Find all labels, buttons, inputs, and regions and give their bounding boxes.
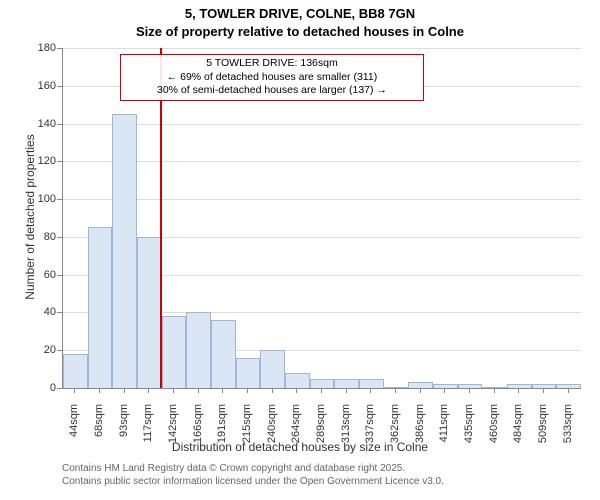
y-tick-mark xyxy=(57,124,62,125)
x-tick-mark xyxy=(173,388,174,393)
x-tick-mark xyxy=(99,388,100,393)
annotation-line: 5 TOWLER DRIVE: 136sqm xyxy=(127,57,417,71)
x-tick-label: 215sqm xyxy=(241,404,253,464)
y-tick-label: 180 xyxy=(0,42,56,54)
chart-title-line1: 5, TOWLER DRIVE, COLNE, BB8 7GN xyxy=(0,6,600,21)
x-tick-label: 117sqm xyxy=(142,404,154,464)
y-tick-mark xyxy=(57,275,62,276)
histogram-bar xyxy=(556,384,581,388)
x-tick-label: 509sqm xyxy=(537,404,549,464)
annotation-line: 30% of semi-detached houses are larger (… xyxy=(127,84,417,98)
histogram-bar xyxy=(482,387,507,388)
x-tick-mark xyxy=(568,388,569,393)
histogram-bar xyxy=(433,384,458,388)
y-tick-mark xyxy=(57,350,62,351)
x-tick-mark xyxy=(543,388,544,393)
histogram-bar xyxy=(88,227,113,388)
x-tick-mark xyxy=(148,388,149,393)
grid-line xyxy=(63,161,581,162)
x-tick-mark xyxy=(222,388,223,393)
x-tick-label: 313sqm xyxy=(340,404,352,464)
y-tick-label: 40 xyxy=(0,306,56,318)
annotation-line: ← 69% of detached houses are smaller (31… xyxy=(127,71,417,85)
footnote: Contains HM Land Registry data © Crown c… xyxy=(62,462,444,488)
histogram-bar xyxy=(112,114,137,388)
x-tick-label: 142sqm xyxy=(167,404,179,464)
histogram-bar xyxy=(162,316,187,388)
histogram-bar xyxy=(260,350,285,388)
x-tick-mark xyxy=(370,388,371,393)
x-tick-label: 533sqm xyxy=(562,404,574,464)
histogram-bar xyxy=(63,354,88,388)
y-tick-mark xyxy=(57,199,62,200)
histogram-bar xyxy=(507,384,532,388)
y-tick-mark xyxy=(57,237,62,238)
grid-line xyxy=(63,124,581,125)
x-tick-label: 337sqm xyxy=(364,404,376,464)
x-tick-mark xyxy=(346,388,347,393)
x-tick-mark xyxy=(395,388,396,393)
x-tick-label: 191sqm xyxy=(216,404,228,464)
y-tick-mark xyxy=(57,48,62,49)
y-tick-label: 60 xyxy=(0,269,56,281)
chart-container: 5, TOWLER DRIVE, COLNE, BB8 7GN Size of … xyxy=(0,0,600,500)
x-tick-mark xyxy=(469,388,470,393)
y-tick-label: 100 xyxy=(0,193,56,205)
histogram-bar xyxy=(137,237,162,388)
plot-area: 5 TOWLER DRIVE: 136sqm← 69% of detached … xyxy=(62,48,581,389)
histogram-bar xyxy=(359,379,384,388)
x-tick-label: 411sqm xyxy=(438,404,450,464)
y-tick-label: 140 xyxy=(0,118,56,130)
y-tick-label: 20 xyxy=(0,344,56,356)
x-tick-mark xyxy=(247,388,248,393)
histogram-bar xyxy=(285,373,310,388)
histogram-bar xyxy=(310,379,335,388)
footnote-line2: Contains public sector information licen… xyxy=(62,475,444,488)
y-tick-mark xyxy=(57,86,62,87)
x-tick-label: 386sqm xyxy=(414,404,426,464)
x-tick-label: 240sqm xyxy=(266,404,278,464)
x-tick-label: 460sqm xyxy=(488,404,500,464)
x-tick-label: 44sqm xyxy=(68,404,80,464)
y-tick-mark xyxy=(57,388,62,389)
x-tick-label: 362sqm xyxy=(389,404,401,464)
histogram-bar xyxy=(186,312,211,388)
histogram-bar xyxy=(236,358,261,388)
x-tick-mark xyxy=(272,388,273,393)
histogram-bar xyxy=(408,382,433,388)
x-tick-mark xyxy=(420,388,421,393)
x-tick-mark xyxy=(444,388,445,393)
x-tick-mark xyxy=(74,388,75,393)
x-tick-label: 435sqm xyxy=(463,404,475,464)
x-tick-mark xyxy=(296,388,297,393)
grid-line xyxy=(63,199,581,200)
x-tick-label: 264sqm xyxy=(290,404,302,464)
chart-title-line2: Size of property relative to detached ho… xyxy=(0,24,600,39)
grid-line xyxy=(63,48,581,49)
y-axis-label: Number of detached properties xyxy=(23,117,37,317)
y-tick-label: 160 xyxy=(0,80,56,92)
x-tick-mark xyxy=(198,388,199,393)
histogram-bar xyxy=(211,320,236,388)
x-tick-label: 166sqm xyxy=(192,404,204,464)
y-tick-mark xyxy=(57,312,62,313)
x-tick-label: 93sqm xyxy=(118,404,130,464)
y-tick-label: 0 xyxy=(0,382,56,394)
x-tick-label: 484sqm xyxy=(512,404,524,464)
x-tick-mark xyxy=(518,388,519,393)
x-tick-label: 68sqm xyxy=(93,404,105,464)
x-tick-mark xyxy=(321,388,322,393)
y-tick-label: 120 xyxy=(0,155,56,167)
y-tick-mark xyxy=(57,161,62,162)
histogram-bar xyxy=(334,379,359,388)
y-tick-label: 80 xyxy=(0,231,56,243)
x-tick-label: 289sqm xyxy=(315,404,327,464)
x-tick-mark xyxy=(494,388,495,393)
x-tick-mark xyxy=(124,388,125,393)
annotation-box: 5 TOWLER DRIVE: 136sqm← 69% of detached … xyxy=(120,54,424,101)
